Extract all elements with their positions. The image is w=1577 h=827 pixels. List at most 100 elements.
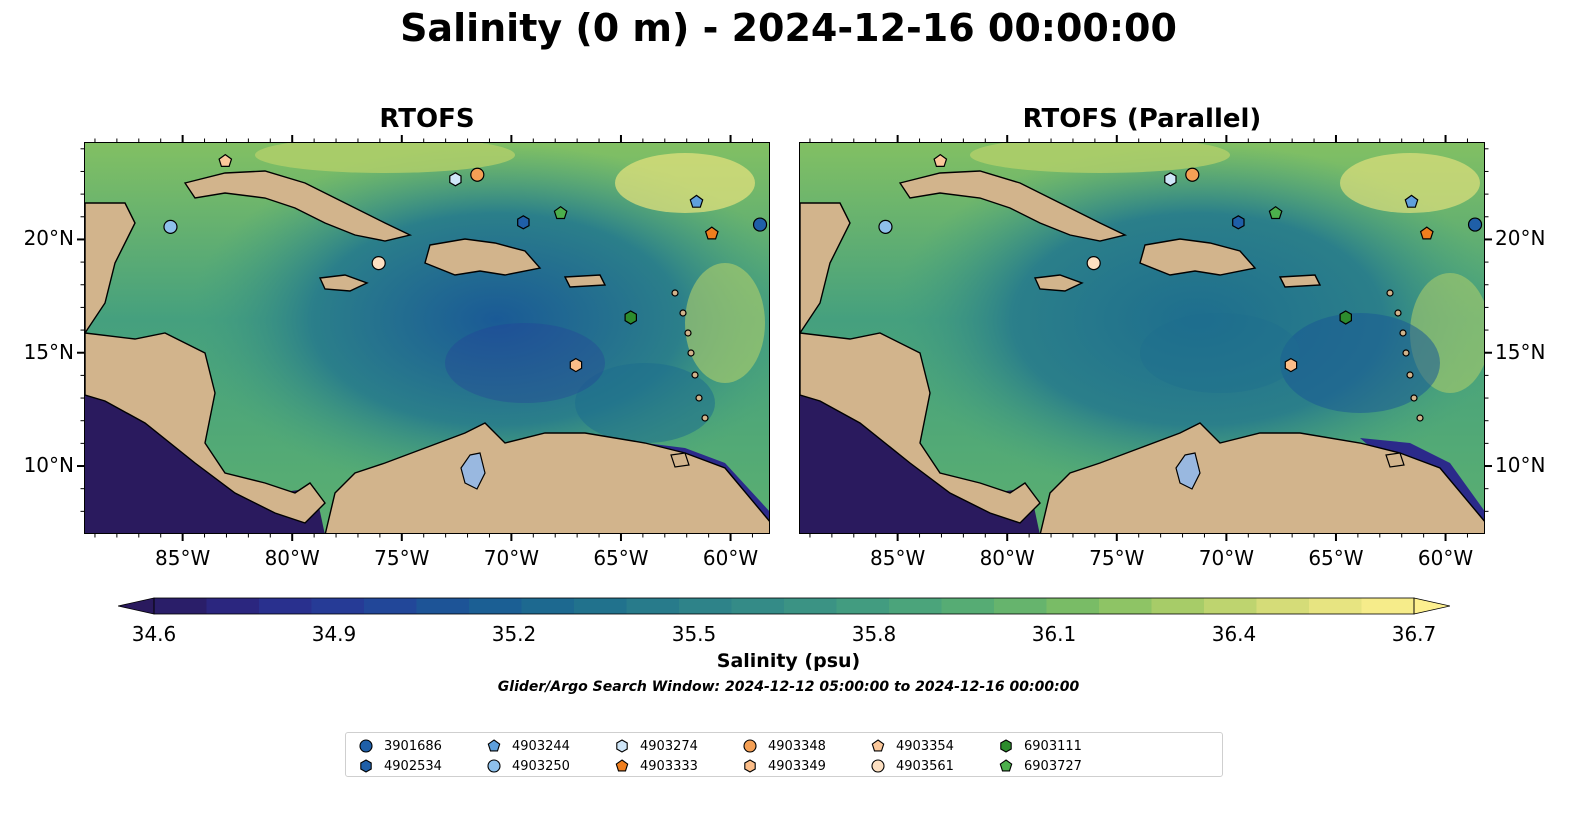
colorbar-segment [1099,598,1153,614]
y-tick-label: 10°N [1495,453,1546,478]
x-tick-label: 85°W [870,546,926,570]
colorbar-segment [574,598,628,614]
circle-marker-icon [487,759,501,773]
low-salinity-eddy [445,323,605,403]
float-marker-4903349[interactable] [569,357,583,373]
colorbar-segment [1361,598,1415,614]
colorbar-segment [1309,598,1363,614]
colorbar-segment [941,598,995,614]
legend-label: 4903349 [768,758,826,774]
float-marker-4903349[interactable] [1284,357,1298,373]
y-tick-label: 20°N [23,226,74,251]
trinidad-land [670,452,690,468]
colorbar-segment [521,598,575,614]
float-marker-4903348[interactable] [470,167,485,182]
x-tick-label: 75°W [1089,546,1145,570]
map-panel-rtofs-parallel[interactable] [799,142,1485,534]
x-tick-label: 75°W [374,546,430,570]
float-marker-4903244[interactable] [1404,194,1419,208]
float-marker-4903274[interactable] [449,172,462,187]
float-marker-6903111[interactable] [624,310,638,325]
axis-tick-marks [77,135,753,541]
x-tick-label: 65°W [1308,546,1364,570]
salinity-map-rtofs [85,143,769,533]
pentagon-marker-icon [999,759,1013,772]
colorbar-tick-label: 34.6 [131,622,177,646]
colorbar-segment [784,598,838,614]
puerto-rico-land [1278,274,1322,288]
float-marker-4902534[interactable] [1232,215,1245,230]
jamaica-land [318,274,369,292]
legend-item: 6903111 [998,737,1082,755]
colorbar-segment [626,598,680,614]
colorbar-segment [1151,598,1205,614]
colorbar-tick-label: 36.1 [1031,622,1077,646]
colorbar-segment [416,598,470,614]
colorbar-segment [364,598,418,614]
legend-item: 4903354 [870,737,954,755]
float-markers-rtofs-parallel [878,153,1483,373]
float-marker-4903354[interactable] [933,153,948,167]
colorbar-tick-label: 36.7 [1391,622,1437,646]
float-marker-6903111[interactable] [1339,310,1353,325]
float-marker-4903333[interactable] [704,226,719,240]
legend-item: 4903250 [486,757,570,775]
x-tick-label: 60°W [702,546,759,570]
float-marker-4903333[interactable] [1419,226,1434,240]
float-marker-3901686[interactable] [1467,217,1483,232]
hexagon-marker-icon [1000,739,1012,753]
float-marker-4903561[interactable] [371,255,386,271]
legend-label: 4903333 [640,758,698,774]
legend-item: 4903274 [614,737,698,755]
float-marker-6903727[interactable] [1268,205,1283,220]
float-marker-4903250[interactable] [878,219,893,234]
x-tick-label: 60°W [1417,546,1474,570]
legend-item: 4903348 [742,737,826,755]
high-salinity-band [255,143,515,173]
float-marker-4903354[interactable] [218,153,233,167]
colorbar-tick-label: 35.5 [671,622,717,646]
legend-label: 4902534 [384,758,442,774]
high-salinity-patch [685,263,765,383]
float-marker-4903250[interactable] [163,219,178,234]
high-salinity-patch [1340,153,1480,213]
x-tick-label: 70°W [483,546,539,570]
float-marker-4903561[interactable] [1086,255,1101,271]
x-tick-label: 70°W [1198,546,1254,570]
legend-label: 4903274 [640,738,698,754]
search-window-caption: Glider/Argo Search Window: 2024-12-12 05… [497,679,1080,695]
colorbar-tick-label: 34.9 [311,622,357,646]
y-tick-label: 15°N [1495,339,1546,364]
south-america-land [324,422,769,533]
pentagon-marker-icon [615,759,629,772]
float-marker-6903727[interactable] [553,205,568,220]
pentagon-marker-icon [487,739,501,752]
central-america-land [800,332,1041,524]
hexagon-marker-icon [616,739,628,753]
float-marker-4903244[interactable] [689,194,704,208]
cuba-land [183,170,413,242]
hispaniola-land [1139,238,1257,276]
float-marker-4903348[interactable] [1185,167,1200,182]
float-marker-4903274[interactable] [1164,172,1177,187]
cuba-land [898,170,1128,242]
colorbar-segment [1256,598,1310,614]
legend-label: 4903561 [896,758,954,774]
lake-maracaibo [460,452,486,490]
float-marker-4902534[interactable] [517,215,530,230]
pentagon-marker-icon [871,739,885,752]
colorbar-swatches [117,597,1451,615]
circle-marker-icon [871,759,885,773]
south-america-land [1039,422,1484,533]
colorbar-segment [679,598,733,614]
legend-item: 4903561 [870,757,954,775]
jamaica-land [1033,274,1084,292]
map-panel-rtofs[interactable] [84,142,770,534]
colorbar-tick-label: 36.4 [1211,622,1257,646]
high-salinity-band [970,143,1230,173]
float-marker-3901686[interactable] [752,217,768,232]
colorbar-segment [469,598,523,614]
colorbar-tick-label: 35.8 [851,622,897,646]
circle-marker-icon [743,739,757,753]
x-tick-label: 65°W [593,546,649,570]
